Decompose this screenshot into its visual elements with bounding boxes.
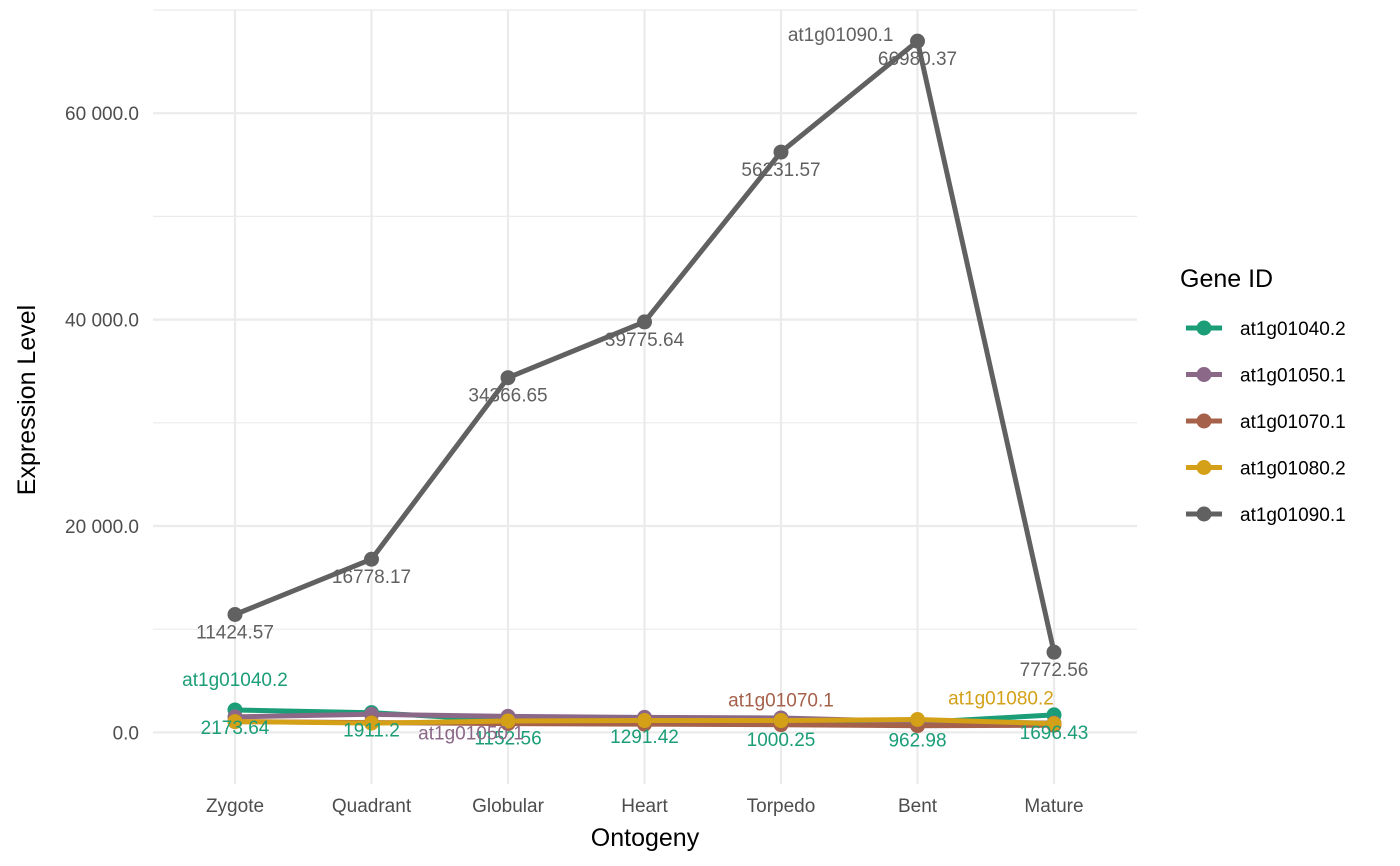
- legend-key-point: [1196, 320, 1212, 336]
- y-tick-label: 60 000.0: [65, 104, 139, 125]
- data-point: [500, 713, 516, 729]
- legend-key-point: [1196, 460, 1212, 475]
- legend-item: at1g01080.2: [1186, 459, 1346, 480]
- legend-key-point: [1196, 413, 1212, 429]
- x-tick-label: Zygote: [206, 796, 264, 817]
- data-point: [910, 712, 925, 727]
- data-label: 16778.17: [332, 567, 411, 588]
- data-label: 7772.56: [1020, 660, 1089, 681]
- value-labels: 2173.64 1911.2 1152.56 1291.42 1000.25 962.98…: [196, 49, 1088, 751]
- legend-key-point: [1196, 506, 1212, 522]
- legend-label: at1g01070.1: [1240, 412, 1346, 433]
- x-axis-tick-labels: Zygote Quadrant Globular Heart Torpedo Bent Ma…: [206, 796, 1084, 817]
- data-label: 1000.25: [747, 730, 816, 751]
- legend-item: at1g01050.1: [1186, 366, 1346, 387]
- data-point: [364, 715, 379, 731]
- data-label: 1152.56: [474, 729, 541, 750]
- data-label: 1911.2: [343, 721, 400, 742]
- x-axis-title: Ontogeny: [591, 824, 700, 852]
- data-point: [227, 606, 243, 622]
- y-tick-label: 40 000.0: [65, 311, 139, 332]
- series-annotation: at1g01080.2: [948, 689, 1054, 710]
- data-point: [1046, 716, 1062, 732]
- series-points: [227, 33, 1062, 734]
- series-annotations: at1g01040.2 at1g01050.1 at1g01070.1 at1g010…: [182, 25, 1054, 744]
- data-label: 962.98: [888, 730, 946, 751]
- series-annotation: at1g01050.1: [418, 723, 524, 744]
- data-point: [637, 713, 652, 729]
- legend-item: at1g01070.1: [1186, 412, 1346, 433]
- data-point: [773, 713, 789, 729]
- data-label: 1696.43: [1020, 723, 1089, 744]
- series-annotation: at1g01090.1: [788, 25, 894, 46]
- legend: Gene ID at1g01040.2 at1g01050.1 at1g01070.…: [1180, 265, 1346, 526]
- legend-label: at1g01040.2: [1240, 319, 1346, 340]
- data-point: [1046, 644, 1062, 660]
- data-point: [227, 714, 243, 730]
- data-point: [773, 144, 789, 160]
- data-label: 11424.57: [196, 622, 274, 643]
- data-point: [637, 314, 652, 330]
- data-label: 2173.64: [201, 718, 270, 739]
- series-annotation: at1g01040.2: [182, 670, 288, 691]
- x-tick-label: Heart: [621, 796, 668, 817]
- major-gridlines: [153, 10, 1137, 784]
- data-label: 66980.37: [878, 49, 957, 70]
- legend-label: at1g01080.2: [1240, 459, 1346, 480]
- y-tick-label: 20 000.0: [65, 517, 139, 538]
- data-label: 1291.42: [610, 727, 679, 748]
- series-annotation: at1g01070.1: [728, 691, 834, 712]
- x-tick-label: Quadrant: [332, 796, 412, 817]
- legend-title: Gene ID: [1180, 265, 1273, 293]
- y-axis-tick-labels: 0.0 20 000.0 40 000.0 60 000.0: [65, 104, 139, 744]
- data-point: [910, 33, 925, 49]
- data-point: [500, 370, 516, 386]
- y-tick-label: 0.0: [113, 723, 139, 744]
- legend-items: at1g01040.2 at1g01050.1 at1g01070.1 at1g010…: [1186, 319, 1346, 526]
- legend-label: at1g01050.1: [1240, 366, 1346, 387]
- x-tick-label: Mature: [1024, 796, 1083, 817]
- legend-item: at1g01040.2: [1186, 319, 1346, 340]
- data-label: 34366.65: [468, 386, 547, 407]
- legend-label: at1g01090.1: [1240, 505, 1346, 526]
- data-label: 39775.64: [605, 330, 685, 351]
- data-point: [364, 551, 379, 567]
- x-tick-label: Bent: [898, 796, 938, 817]
- legend-item: at1g01090.1: [1186, 505, 1346, 526]
- legend-key-point: [1196, 367, 1212, 382]
- data-label: 56231.57: [741, 160, 820, 181]
- x-tick-label: Torpedo: [747, 796, 816, 817]
- x-tick-label: Globular: [472, 796, 544, 817]
- y-axis-title: Expression Level: [13, 305, 41, 495]
